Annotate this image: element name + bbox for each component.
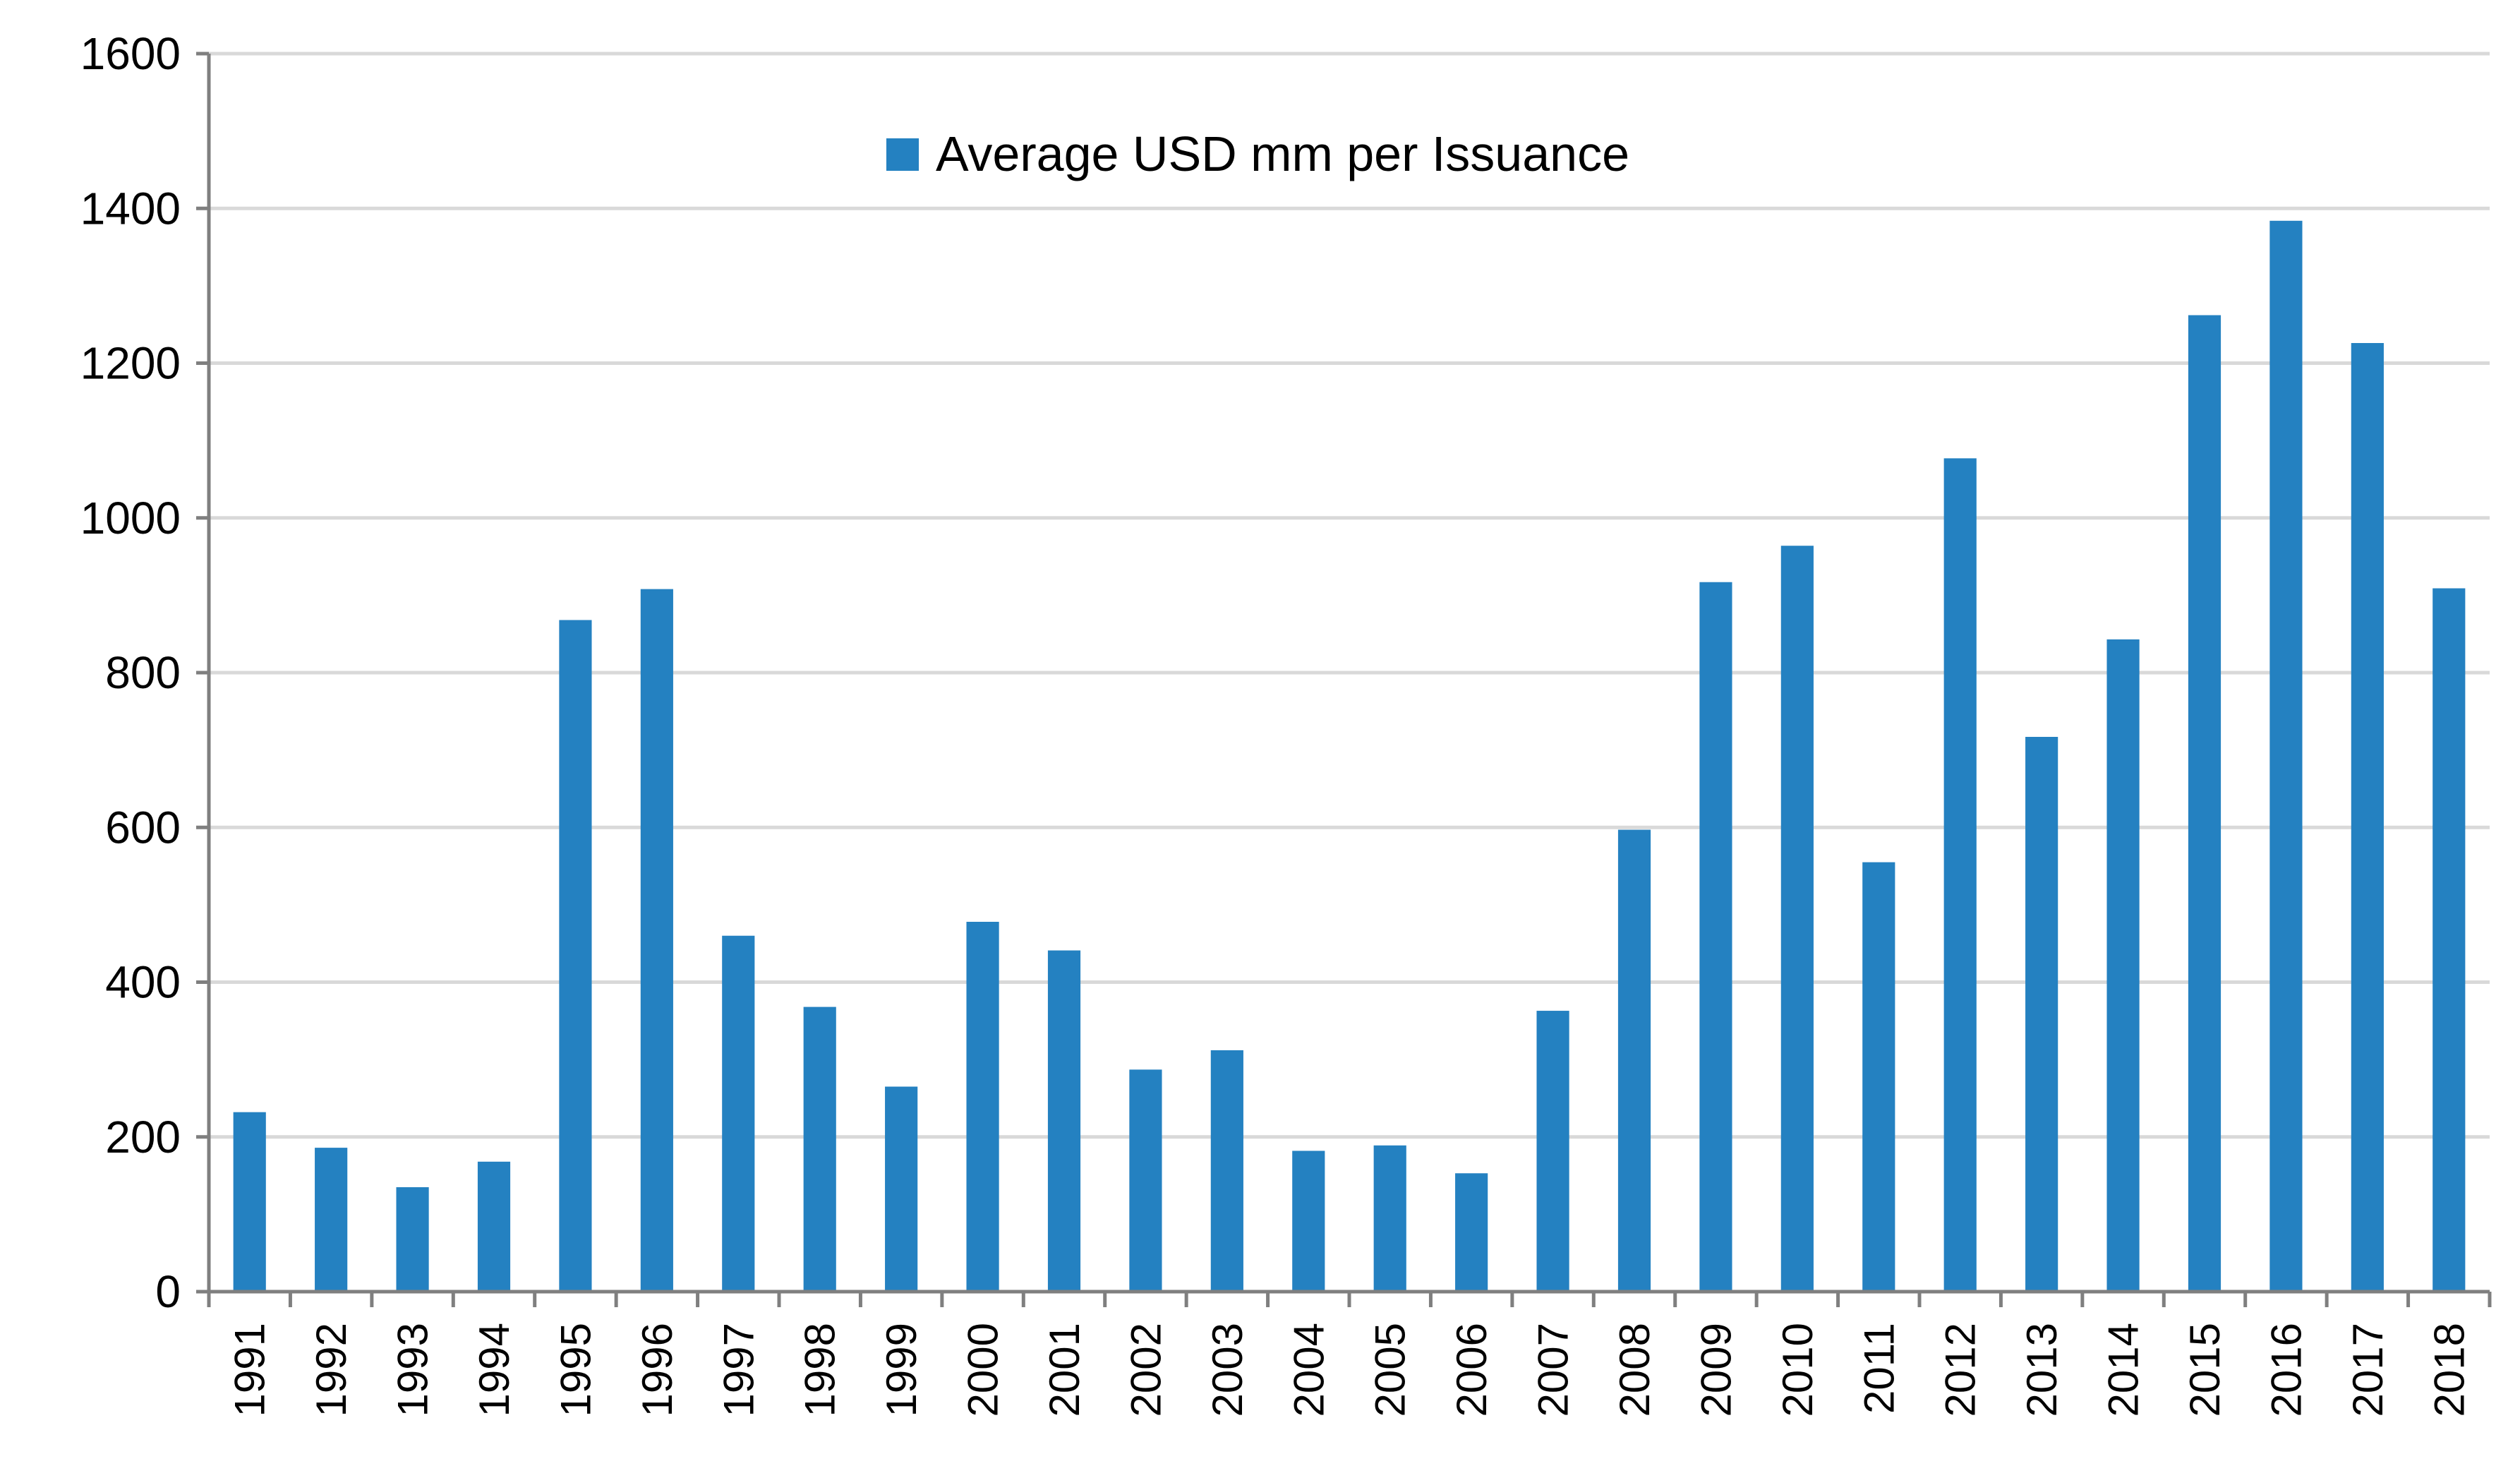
x-tick-label: 2001 (1041, 1323, 1088, 1417)
bar-1993 (396, 1187, 429, 1292)
x-tick-label: 2007 (1530, 1323, 1577, 1417)
bar-2008 (1617, 829, 1651, 1292)
y-tick-label: 1600 (80, 28, 181, 79)
bar-1998 (803, 1007, 836, 1292)
bar-2014 (2106, 639, 2140, 1292)
x-tick-label: 2015 (2181, 1323, 2229, 1417)
bar-1994 (477, 1161, 511, 1292)
x-tick-label: 1996 (634, 1323, 681, 1417)
bar-2016 (2269, 220, 2303, 1292)
bar-2006 (1455, 1173, 1488, 1292)
y-tick-labels: 0 200 400 600 800 1000 1200 1400 1600 (80, 28, 181, 1317)
bar-2012 (1943, 458, 1977, 1292)
x-tick-label: 2002 (1122, 1323, 1169, 1417)
x-tick-label: 2000 (960, 1323, 1007, 1417)
y-tick-label: 0 (155, 1266, 181, 1317)
bar-1995 (559, 620, 592, 1292)
bar-2018 (2432, 588, 2466, 1292)
legend-swatch (886, 138, 919, 171)
x-tick-label: 1998 (797, 1323, 844, 1417)
bar-2005 (1373, 1145, 1406, 1292)
x-tick-label: 1994 (471, 1323, 518, 1417)
x-tick-label: 1995 (552, 1323, 599, 1417)
bar-1996 (640, 589, 673, 1292)
y-tick-label: 400 (105, 957, 181, 1008)
legend-label: Average USD mm per Issuance (936, 126, 1629, 181)
x-tick-label: 1999 (878, 1323, 925, 1417)
x-tick-label: 2014 (2100, 1323, 2147, 1417)
x-tick-label: 2016 (2262, 1323, 2310, 1417)
x-tick-label: 1997 (715, 1323, 762, 1417)
bar-2001 (1047, 950, 1081, 1292)
bar-2013 (2025, 736, 2058, 1292)
bar-2010 (1780, 546, 1814, 1292)
x-tick-label: 2010 (1774, 1323, 1821, 1417)
bar-2011 (1862, 862, 1895, 1292)
y-tick-label: 800 (105, 647, 181, 698)
bar-2000 (966, 921, 999, 1292)
bar-2003 (1210, 1050, 1243, 1292)
bar-2009 (1699, 582, 1732, 1292)
x-tick-label: 1991 (227, 1323, 274, 1417)
x-tick-label: 2011 (1855, 1323, 1903, 1414)
x-tick-label: 2009 (1692, 1323, 1740, 1417)
y-tick-label: 1200 (80, 338, 181, 389)
y-tick-label: 600 (105, 802, 181, 853)
x-tick-label: 2003 (1204, 1323, 1251, 1417)
bars (233, 220, 2466, 1292)
bar-1999 (885, 1086, 918, 1292)
gridlines (196, 52, 2490, 1294)
y-tick-label: 1400 (80, 183, 181, 234)
y-tick-label: 200 (105, 1112, 181, 1162)
bar-2004 (1292, 1150, 1325, 1292)
legend: Average USD mm per Issuance (886, 126, 1629, 181)
x-tick-label: 2017 (2344, 1323, 2392, 1417)
y-tick-label: 1000 (80, 493, 181, 543)
x-tick-label: 1992 (308, 1323, 355, 1417)
bar-2017 (2351, 342, 2384, 1292)
x-tick-labels: 1991 1992 1993 1994 1995 1996 1997 1998 1999 2000… (207, 1292, 2492, 1417)
x-tick-label: 2013 (2018, 1323, 2066, 1417)
bar-2007 (1536, 1011, 1569, 1292)
x-tick-label: 2004 (1285, 1323, 1332, 1417)
x-tick-label: 1993 (390, 1323, 437, 1417)
x-tick-label: 2008 (1611, 1323, 1658, 1417)
bar-1992 (315, 1148, 348, 1292)
x-tick-label: 2018 (2425, 1323, 2473, 1417)
x-tick-label: 2012 (1937, 1323, 1984, 1417)
x-tick-label: 2005 (1367, 1323, 1414, 1417)
bar-2002 (1129, 1069, 1162, 1292)
bar-1997 (722, 935, 755, 1292)
x-tick-label: 2006 (1448, 1323, 1495, 1417)
bar-1991 (233, 1112, 266, 1292)
bar-2015 (2188, 315, 2221, 1292)
